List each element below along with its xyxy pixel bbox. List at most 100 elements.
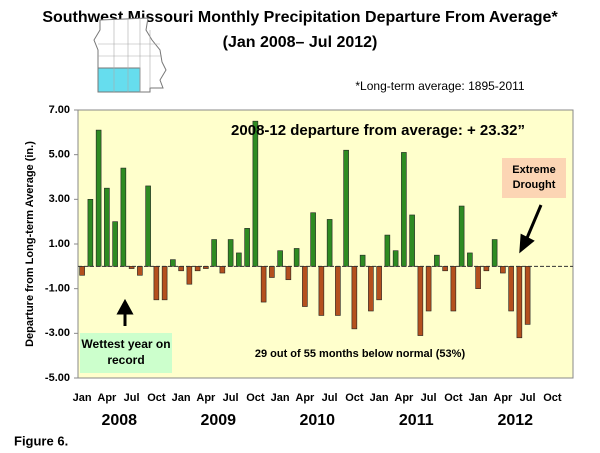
bar — [310, 212, 316, 267]
bar — [186, 266, 193, 285]
bar — [219, 266, 226, 274]
bar — [343, 149, 349, 267]
wettest-arrow — [116, 298, 134, 326]
bar — [392, 250, 399, 267]
bar — [401, 152, 407, 267]
wettest-label: Wettest year on record — [81, 337, 170, 367]
footnote: *Long-term average: 1895-2011 — [355, 79, 525, 93]
bar — [170, 259, 176, 267]
bar — [178, 266, 184, 272]
drought-arrow — [519, 204, 543, 254]
x-tick-label: Oct — [147, 392, 166, 404]
bar — [326, 219, 333, 267]
bar — [244, 228, 250, 267]
year-label: 2011 — [399, 412, 434, 429]
bar — [104, 187, 110, 267]
drought-box — [502, 158, 566, 198]
below-normal-annotation: 29 out of 55 months below normal (53%) — [255, 348, 466, 360]
bar — [112, 221, 118, 267]
x-tick-label: Apr — [97, 392, 117, 404]
x-tick-label: Apr — [295, 392, 315, 404]
bar — [335, 266, 341, 316]
x-tick-label: Jul — [421, 392, 437, 404]
x-tick-label: Jan — [469, 392, 488, 404]
bar — [236, 252, 242, 267]
bar — [128, 266, 135, 269]
bar — [351, 266, 358, 330]
drought-label: Extreme Drought — [512, 164, 555, 191]
x-tick-label: Oct — [246, 392, 265, 404]
year-label: 2012 — [497, 412, 533, 429]
x-tick-label: Jan — [73, 392, 92, 404]
bar — [483, 266, 490, 272]
bar — [293, 248, 300, 267]
bar — [475, 266, 481, 289]
bar — [434, 254, 440, 267]
bar — [285, 266, 292, 281]
x-tick-label: Apr — [493, 392, 513, 404]
x-tick-label: Jul — [520, 392, 536, 404]
bar — [277, 250, 283, 267]
x-tick-label: Oct — [345, 392, 364, 404]
bar — [302, 266, 308, 307]
x-tick-label: Apr — [196, 392, 216, 404]
figure-label: Figure 6. — [14, 433, 68, 448]
bar — [211, 239, 217, 267]
year-label: 2008 — [101, 412, 137, 429]
bar — [153, 266, 160, 301]
bar — [425, 266, 432, 312]
y-tick-label: -5.00 — [45, 372, 70, 384]
bar — [252, 120, 259, 267]
bar — [458, 205, 465, 267]
x-tick-label: Jan — [370, 392, 389, 404]
y-tick-label: 3.00 — [49, 193, 70, 205]
bar — [516, 266, 523, 339]
bar — [318, 266, 325, 316]
bar — [120, 167, 127, 267]
year-label: 2010 — [299, 412, 335, 429]
bar — [384, 234, 391, 267]
y-axis-label: Departure from Long-term Average (in.) — [24, 141, 36, 347]
bar — [359, 254, 366, 267]
x-tick-label: Jul — [223, 392, 239, 404]
bar — [161, 266, 168, 301]
y-tick-label: -1.00 — [45, 283, 70, 295]
bar — [260, 266, 267, 303]
x-tick-label: Jan — [172, 392, 191, 404]
chart-title: Southwest Missouri Monthly Precipitation… — [42, 9, 558, 26]
bar — [491, 239, 498, 267]
bar — [194, 266, 201, 272]
x-tick-label: Oct — [543, 392, 562, 404]
bar — [450, 266, 457, 312]
bar — [137, 266, 143, 276]
bar — [442, 266, 448, 272]
y-tick-label: 5.00 — [49, 149, 70, 161]
year-label: 2009 — [200, 412, 236, 429]
bar — [376, 266, 382, 301]
bar — [524, 266, 531, 325]
bar — [227, 239, 234, 267]
bar — [269, 266, 275, 278]
x-tick-label: Jul — [124, 392, 140, 404]
x-tick-label: Jul — [322, 392, 338, 404]
x-tick-label: Jan — [271, 392, 290, 404]
bar — [409, 214, 415, 267]
x-tick-label: Oct — [444, 392, 463, 404]
x-tick-label: Apr — [394, 392, 414, 404]
bar — [95, 129, 102, 267]
bar — [508, 266, 514, 312]
bar — [467, 252, 473, 267]
bar — [500, 266, 506, 274]
bar — [145, 185, 151, 267]
y-tick-label: 1.00 — [49, 238, 70, 250]
missouri-map — [93, 17, 167, 93]
chart-subtitle: (Jan 2008– Jul 2012) — [223, 34, 378, 51]
wettest-box — [80, 333, 172, 373]
total-annotation: 2008-12 departure from average: + 23.32” — [231, 122, 525, 139]
bar — [417, 266, 424, 336]
y-tick-label: 7.00 — [49, 104, 70, 116]
bar — [79, 266, 85, 276]
y-tick-label: -3.00 — [45, 327, 70, 339]
bar — [87, 199, 94, 267]
